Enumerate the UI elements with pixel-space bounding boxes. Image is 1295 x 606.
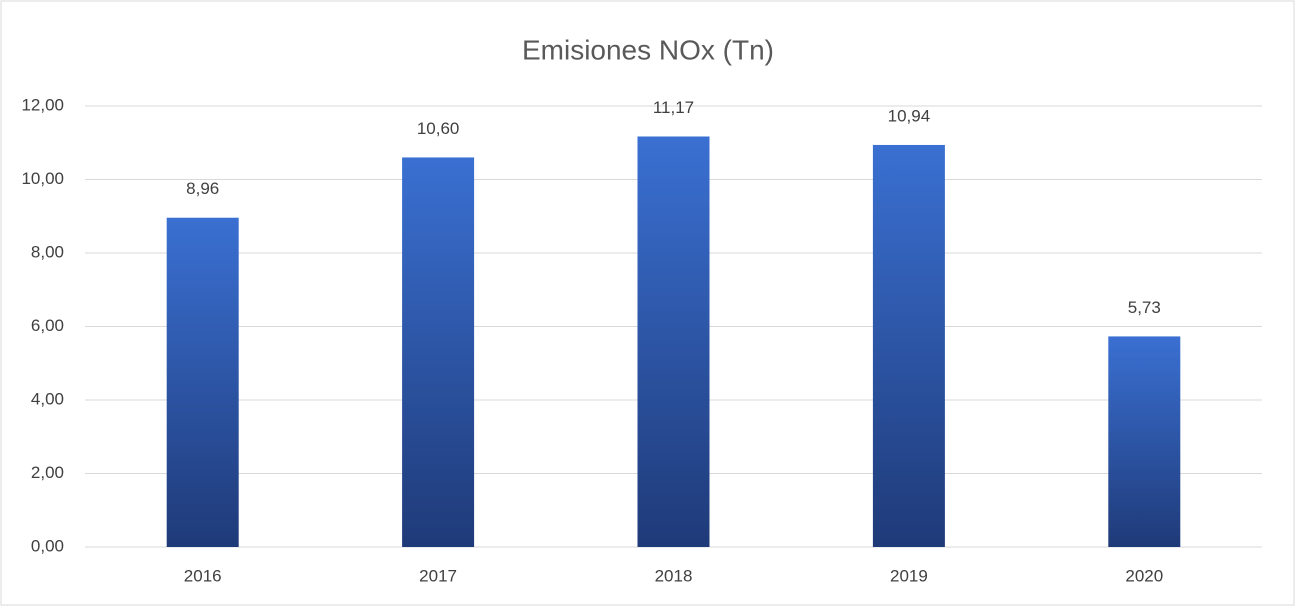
y-tick-label: 0,00 [31,536,64,555]
x-tick-label: 2017 [419,566,457,585]
bar [402,157,475,547]
y-tick-label: 12,00 [21,95,64,114]
x-tick-label: 2018 [655,566,693,585]
x-tick-label: 2016 [184,566,222,585]
data-label: 8,96 [186,179,219,198]
x-tick-label: 2019 [890,566,928,585]
y-tick-label: 4,00 [31,389,64,408]
y-tick-label: 8,00 [31,242,64,261]
y-tick-label: 2,00 [31,463,64,482]
data-label: 5,73 [1128,298,1161,317]
data-label: 10,94 [888,106,931,125]
bar [637,136,710,547]
data-label: 10,60 [417,119,460,138]
chart-title: Emisiones NOx (Tn) [522,34,774,65]
y-tick-label: 10,00 [21,169,64,188]
bar [1108,336,1181,547]
data-label: 11,17 [653,98,694,117]
y-tick-label: 6,00 [31,316,64,335]
bar [872,144,945,547]
x-tick-label: 2020 [1125,566,1163,585]
bar [166,217,239,547]
